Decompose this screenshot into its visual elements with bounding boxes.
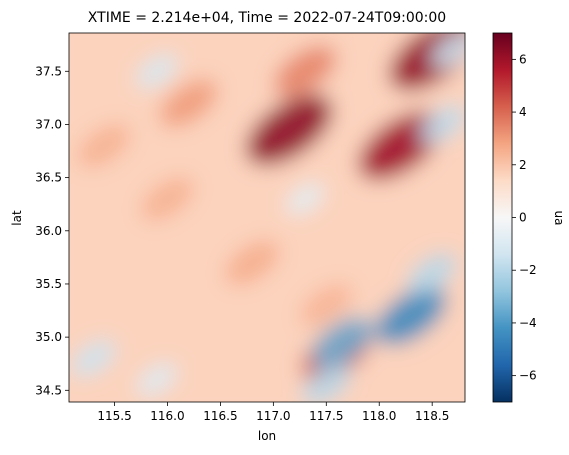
chart-title: XTIME = 2.214e+04, Time = 2022-07-24T09:… bbox=[88, 10, 446, 26]
x-tick-label: 117.0 bbox=[256, 409, 290, 423]
heatmap-cell-13 bbox=[375, 286, 447, 345]
x-tick-label: 118.5 bbox=[415, 409, 449, 423]
y-axis-label: lat bbox=[10, 210, 24, 226]
x-tick-label: 117.5 bbox=[309, 409, 343, 423]
x-tick-label: 115.5 bbox=[97, 409, 131, 423]
y-tick-label: 34.5 bbox=[35, 383, 62, 397]
y-axis: 34.5 35.0 35.5 36.0 36.5 37.0 37.5 bbox=[35, 64, 69, 397]
heatmap-cell-14 bbox=[311, 316, 374, 368]
x-axis: 115.5 116.0 116.5 117.0 117.5 118.0 118.5 bbox=[97, 402, 449, 423]
heatmap-cell-18 bbox=[285, 182, 325, 215]
colorbar-tick-label: −2 bbox=[519, 263, 537, 277]
y-tick-label: 35.5 bbox=[35, 277, 62, 291]
heatmap-cell-17 bbox=[135, 53, 178, 89]
colorbar: −6 −4 −2 0 2 4 6 ua bbox=[492, 32, 566, 403]
y-tick-label: 37.5 bbox=[35, 64, 62, 78]
heatmap-cell-8 bbox=[300, 283, 353, 327]
colorbar-tick-label: 6 bbox=[519, 52, 527, 66]
heatmap-cell-3 bbox=[274, 45, 337, 97]
colorbar-tick-label: 4 bbox=[519, 105, 527, 119]
colorbar-tick-label: 2 bbox=[519, 158, 527, 172]
plot-area bbox=[68, 32, 466, 403]
x-tick-label: 118.0 bbox=[362, 409, 396, 423]
heatmap-cell-4 bbox=[159, 79, 218, 127]
heatmap-cell-6 bbox=[77, 123, 131, 168]
y-tick-label: 36.5 bbox=[35, 171, 62, 185]
colorbar-tick-label: −6 bbox=[519, 369, 537, 383]
heatmap-cell-12 bbox=[301, 364, 351, 402]
heatmap-cell-16 bbox=[419, 104, 465, 144]
y-tick-label: 35.0 bbox=[35, 330, 62, 344]
x-tick-label: 116.5 bbox=[203, 409, 237, 423]
y-tick-label: 36.0 bbox=[35, 224, 62, 238]
colorbar-ticks: −6 −4 −2 0 2 4 6 bbox=[512, 52, 537, 383]
x-axis-label: lon bbox=[258, 429, 276, 443]
y-tick-label: 37.0 bbox=[35, 117, 62, 131]
plot-frame bbox=[68, 32, 466, 403]
heatmap-cell-10 bbox=[71, 339, 116, 377]
colorbar-tick-label: 0 bbox=[519, 211, 527, 225]
x-tick-label: 116.0 bbox=[150, 409, 184, 423]
heatmap-blobs bbox=[69, 33, 465, 402]
heatmap-cell-0 bbox=[246, 94, 333, 166]
heatmap-field bbox=[69, 33, 465, 402]
colorbar-label: ua bbox=[552, 211, 566, 226]
heatmap-cell-7 bbox=[225, 240, 280, 286]
colorbar-tick-label: −4 bbox=[519, 316, 537, 330]
colorbar-fill bbox=[493, 33, 512, 402]
heatmap-cell-11 bbox=[136, 362, 178, 397]
heatmap-cell-5 bbox=[140, 176, 195, 221]
heatmap-cell-19 bbox=[431, 33, 465, 69]
heatmap-cell-15 bbox=[407, 253, 457, 294]
